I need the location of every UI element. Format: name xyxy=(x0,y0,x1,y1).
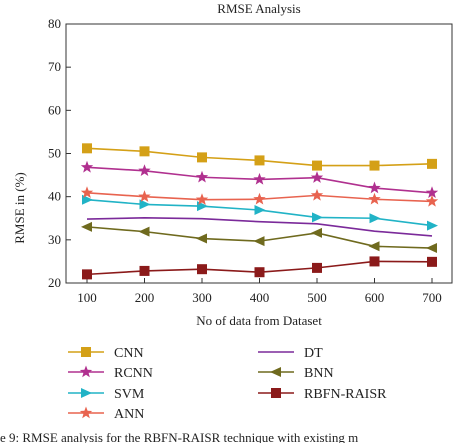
legend-marker xyxy=(79,406,93,419)
cnn-point xyxy=(369,160,380,171)
rbfn-raisr-point xyxy=(82,269,92,280)
y-tick-label: 20 xyxy=(48,275,61,290)
rbfn-raisr-point xyxy=(312,262,322,273)
svm-point xyxy=(254,205,266,216)
legend-marker xyxy=(271,388,281,398)
cnn-point xyxy=(197,152,207,163)
legend-label: SVM xyxy=(114,387,145,402)
legend-label: ANN xyxy=(114,407,144,422)
cnn-point xyxy=(312,160,322,171)
series-rcnn xyxy=(80,160,439,199)
ann-point xyxy=(425,194,439,207)
legend-label: DT xyxy=(304,346,323,361)
svm-point xyxy=(427,220,438,231)
ann-point xyxy=(253,192,266,205)
legend-label: RBFN-RAISR xyxy=(304,387,387,402)
rbfn-raisr-point xyxy=(139,265,150,276)
rcnn-point xyxy=(368,181,381,194)
y-tick-label: 30 xyxy=(48,232,61,247)
legend-item-bnn: BNN xyxy=(258,366,334,381)
cnn-point xyxy=(254,155,265,166)
cnn-point xyxy=(427,158,437,169)
bnn-point xyxy=(138,226,150,237)
legend-marker xyxy=(79,365,93,378)
x-tick-label: 400 xyxy=(250,290,270,305)
y-tick-label: 80 xyxy=(48,16,61,31)
rcnn-point xyxy=(425,186,439,199)
y-axis-label: RMSE in (%) xyxy=(12,172,27,244)
svm-point xyxy=(139,199,151,210)
legend-item-svm: SVM xyxy=(68,387,145,402)
legend-marker xyxy=(270,367,281,377)
legend-label: RCNN xyxy=(114,366,153,381)
legend-marker xyxy=(81,347,91,357)
y-tick-label: 50 xyxy=(48,146,61,161)
x-tick-label: 500 xyxy=(307,290,327,305)
series-rbfn-raisr xyxy=(82,256,437,280)
x-tick-label: 100 xyxy=(77,290,97,305)
legend-label: BNN xyxy=(304,366,334,381)
ann-point xyxy=(138,190,151,202)
bnn-point xyxy=(368,241,380,252)
bnn-point xyxy=(253,236,265,247)
cnn-point xyxy=(139,146,150,157)
rcnn-point xyxy=(253,172,266,185)
legend-label: CNN xyxy=(114,346,144,361)
x-tick-label: 600 xyxy=(365,290,385,305)
rbfn-raisr-point xyxy=(254,267,265,278)
ann-point xyxy=(195,193,209,205)
rcnn-point xyxy=(138,164,151,177)
bnn-point xyxy=(196,233,207,244)
series-svm xyxy=(82,194,438,231)
series-ann xyxy=(80,186,439,207)
svm-point xyxy=(369,213,381,224)
legend-item-dt: DT xyxy=(258,346,323,361)
dt-line xyxy=(86,217,433,237)
x-tick-label: 300 xyxy=(192,290,212,305)
legend-item-rcnn: RCNN xyxy=(68,365,153,381)
bnn-point xyxy=(81,221,92,232)
rcnn-point xyxy=(195,170,209,183)
x-tick-label: 200 xyxy=(135,290,155,305)
rbfn-raisr-point xyxy=(427,256,437,267)
ann-point xyxy=(310,188,324,201)
rcnn-point xyxy=(80,160,94,173)
x-tick-label: 700 xyxy=(422,290,442,305)
rbfn-raisr-point xyxy=(197,264,207,275)
svm-point xyxy=(312,212,323,223)
rbfn-raisr-point xyxy=(369,256,380,267)
bnn-point xyxy=(426,243,437,254)
figure-caption: e 9: RMSE analysis for the RBFN-RAISR te… xyxy=(0,430,358,443)
legend-item-ann: ANN xyxy=(68,406,144,422)
series-dt xyxy=(86,217,433,237)
legend-item-cnn: CNN xyxy=(68,346,144,361)
series-cnn xyxy=(82,143,437,171)
ann-point xyxy=(80,186,94,199)
svm-point xyxy=(82,194,93,205)
cnn-point xyxy=(82,143,92,154)
rcnn-point xyxy=(310,171,324,183)
bnn-point xyxy=(311,227,322,238)
chart-title: RMSE Analysis xyxy=(217,1,300,16)
plot-frame xyxy=(65,23,453,284)
y-tick-label: 70 xyxy=(48,59,61,74)
y-tick-label: 60 xyxy=(48,102,61,117)
legend-marker xyxy=(81,388,92,398)
y-tick-label: 40 xyxy=(48,189,61,204)
legend-item-rbfn-raisr: RBFN-RAISR xyxy=(258,387,387,402)
x-axis-label: No of data from Dataset xyxy=(196,313,322,328)
bnn-line xyxy=(86,226,433,249)
ann-point xyxy=(368,192,381,205)
series-bnn xyxy=(81,221,437,254)
